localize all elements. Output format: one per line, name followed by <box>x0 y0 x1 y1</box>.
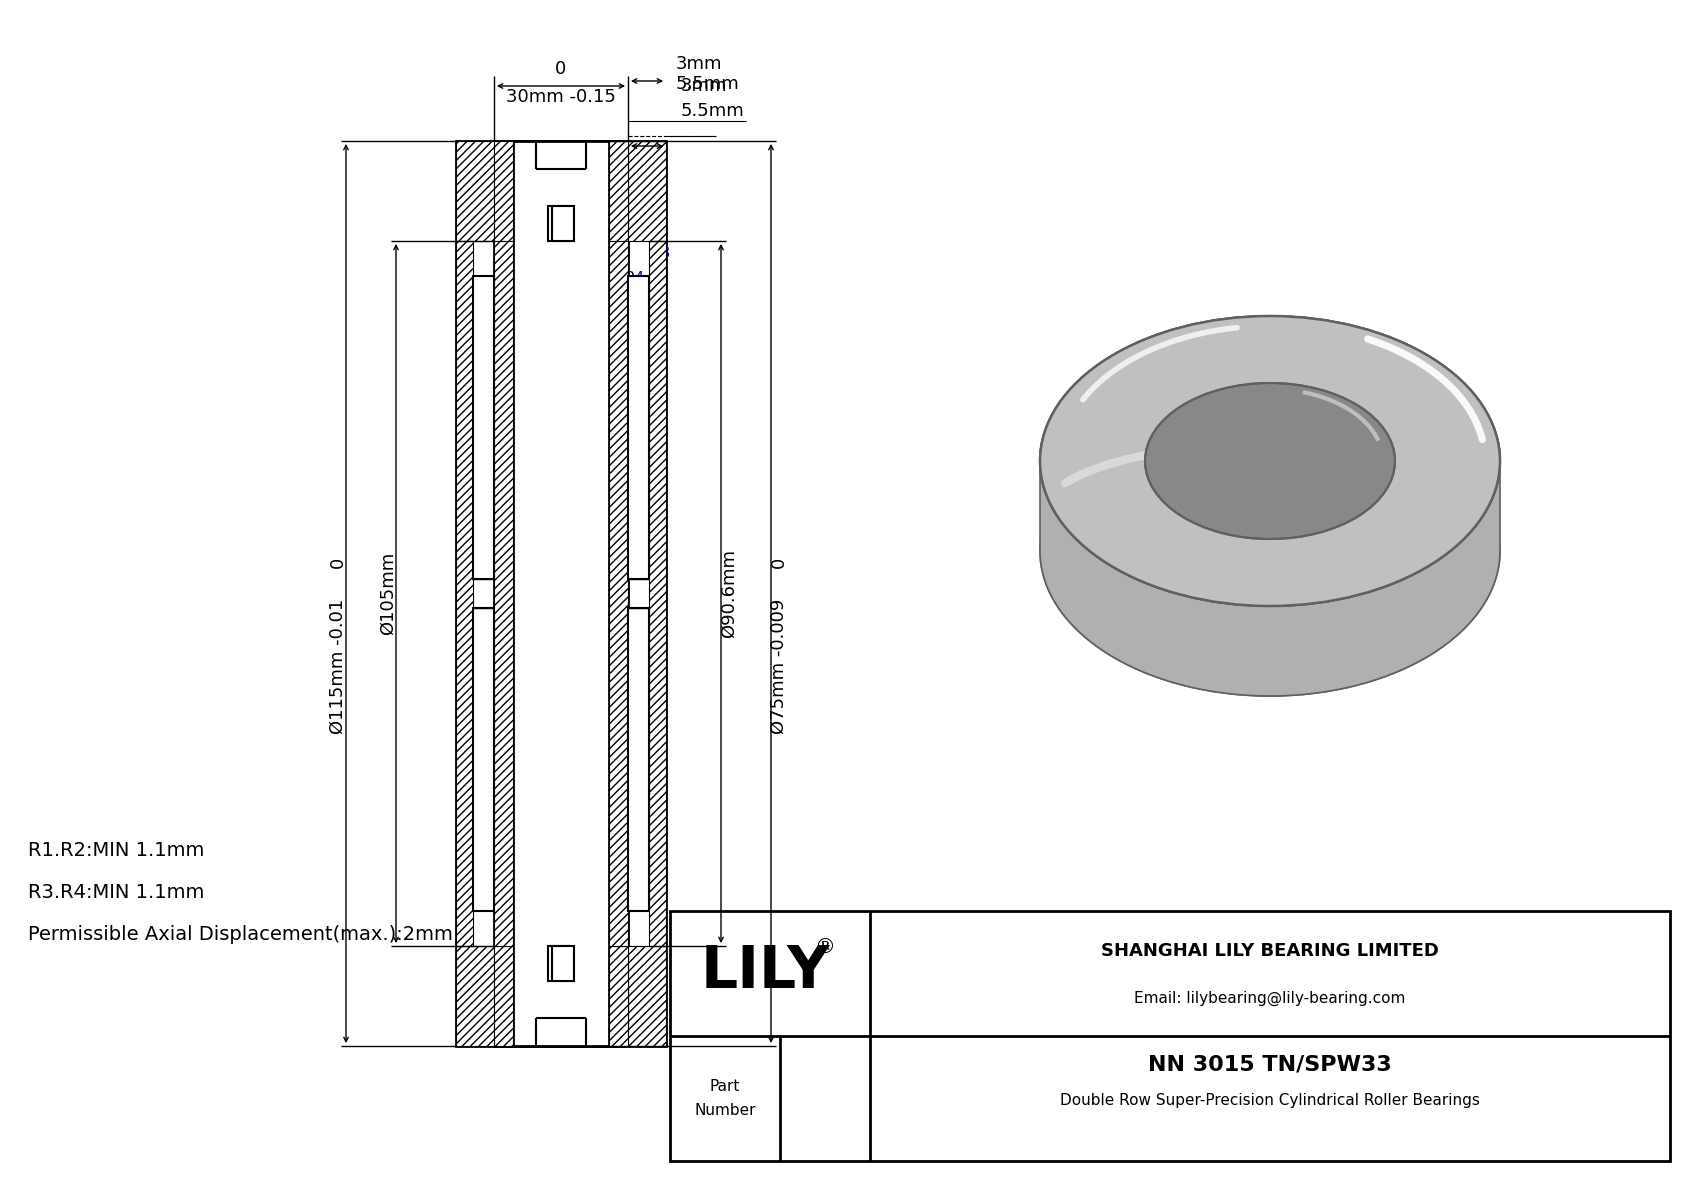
Bar <box>493 141 514 241</box>
Bar <box>628 276 648 579</box>
Text: 0: 0 <box>328 557 347 568</box>
Ellipse shape <box>1041 406 1500 696</box>
Polygon shape <box>1041 461 1500 696</box>
Text: NN 3015 TN/SPW33: NN 3015 TN/SPW33 <box>1148 1054 1393 1074</box>
Bar <box>628 141 665 241</box>
Text: Part
Number: Part Number <box>694 1079 756 1118</box>
Bar <box>547 946 569 981</box>
Bar <box>547 946 569 981</box>
Text: Ø105mm: Ø105mm <box>379 551 397 635</box>
Bar <box>547 206 569 241</box>
Bar <box>493 946 514 1046</box>
Text: R4: R4 <box>625 272 645 286</box>
Bar <box>552 946 574 981</box>
Ellipse shape <box>1041 316 1500 606</box>
Text: 5.5mm: 5.5mm <box>675 75 739 93</box>
Text: Ø75mm -0.009: Ø75mm -0.009 <box>770 599 788 734</box>
Text: R1.R2:MIN 1.1mm: R1.R2:MIN 1.1mm <box>29 841 204 860</box>
Bar <box>610 241 628 946</box>
Polygon shape <box>1145 384 1394 524</box>
Ellipse shape <box>1145 384 1394 540</box>
Text: R3: R3 <box>652 247 672 261</box>
Text: Double Row Super-Precision Cylindrical Roller Bearings: Double Row Super-Precision Cylindrical R… <box>1059 1093 1480 1109</box>
Bar <box>552 946 574 981</box>
Polygon shape <box>1041 316 1500 606</box>
Text: LILY: LILY <box>701 942 830 999</box>
Bar <box>628 946 665 1046</box>
Bar <box>610 946 628 1046</box>
Text: Ø115mm -0.01: Ø115mm -0.01 <box>328 599 347 734</box>
Text: R3.R4:MIN 1.1mm: R3.R4:MIN 1.1mm <box>29 883 204 902</box>
Text: R2: R2 <box>625 161 645 176</box>
Bar <box>493 241 514 946</box>
Text: 0: 0 <box>556 60 566 77</box>
Bar <box>456 141 665 1046</box>
Text: Ø90.6mm: Ø90.6mm <box>721 549 738 638</box>
Bar <box>514 141 610 1046</box>
Text: 5.5mm: 5.5mm <box>680 102 744 120</box>
Text: SHANGHAI LILY BEARING LIMITED: SHANGHAI LILY BEARING LIMITED <box>1101 942 1438 960</box>
Text: Permissible Axial Displacement(max.):2mm: Permissible Axial Displacement(max.):2mm <box>29 925 453 944</box>
Bar <box>456 946 493 1046</box>
Text: Email: lilybearing@lily-bearing.com: Email: lilybearing@lily-bearing.com <box>1135 991 1406 1006</box>
Text: ®: ® <box>815 937 835 958</box>
Ellipse shape <box>1041 316 1500 606</box>
Bar <box>552 206 574 241</box>
Ellipse shape <box>1145 384 1394 540</box>
Polygon shape <box>1041 316 1500 606</box>
Bar <box>456 241 473 946</box>
Bar <box>670 911 1671 1161</box>
Bar <box>456 141 493 241</box>
Bar <box>610 141 628 241</box>
Bar <box>552 206 574 241</box>
Bar <box>473 276 493 579</box>
Bar <box>547 206 569 241</box>
Bar <box>473 607 493 911</box>
Text: 3mm: 3mm <box>675 55 722 73</box>
Text: 3mm: 3mm <box>680 77 727 95</box>
Bar <box>628 607 648 911</box>
Bar <box>493 141 628 1046</box>
Bar <box>648 241 665 946</box>
Text: 0: 0 <box>770 557 788 568</box>
Text: 30mm -0.15: 30mm -0.15 <box>507 88 616 106</box>
Text: R1: R1 <box>625 143 645 158</box>
